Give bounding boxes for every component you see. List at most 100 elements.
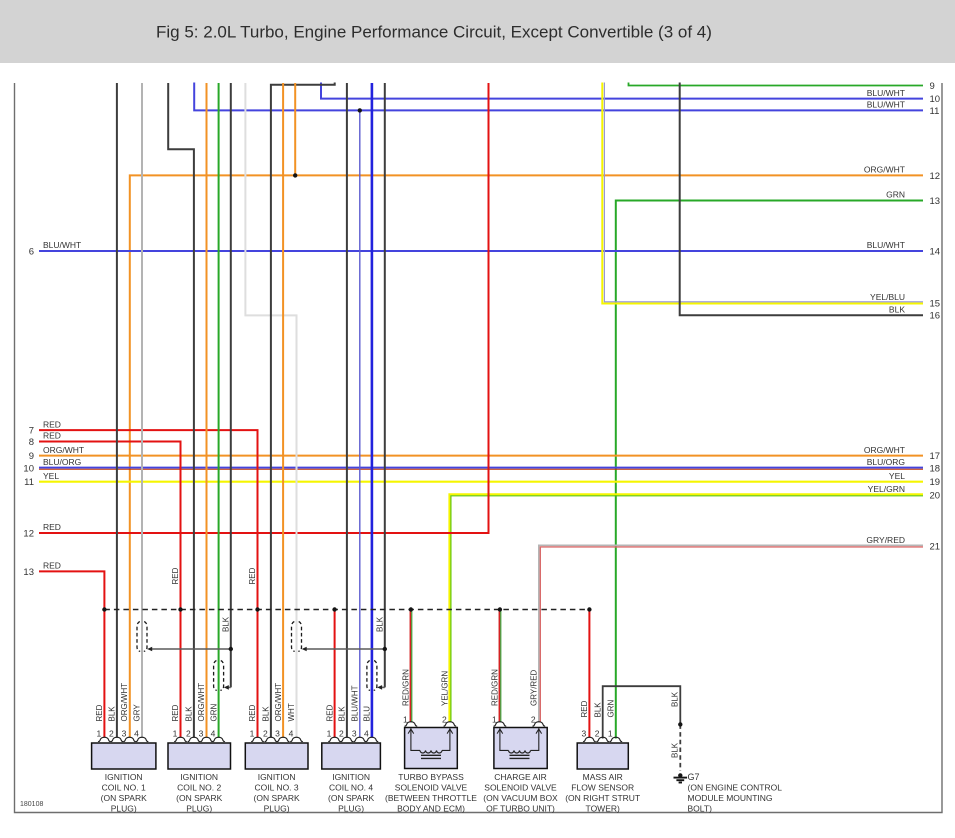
svg-text:8: 8: [29, 437, 34, 448]
svg-text:11: 11: [930, 106, 940, 117]
svg-text:FLOW SENSOR: FLOW SENSOR: [571, 783, 634, 793]
svg-text:GRY: GRY: [133, 704, 142, 722]
svg-text:3: 3: [352, 729, 357, 739]
svg-text:180108: 180108: [20, 801, 43, 808]
svg-text:GRN: GRN: [607, 700, 616, 718]
svg-text:2: 2: [186, 729, 191, 739]
svg-text:2: 2: [595, 729, 600, 739]
svg-text:(ON SPARK: (ON SPARK: [101, 793, 147, 803]
svg-text:OF TURBO UNIT): OF TURBO UNIT): [486, 803, 555, 813]
svg-text:ORG/WHT: ORG/WHT: [864, 165, 905, 175]
svg-text:PLUG): PLUG): [186, 803, 212, 813]
svg-text:1: 1: [403, 715, 408, 725]
svg-text:2: 2: [531, 715, 536, 725]
svg-text:BLK: BLK: [221, 616, 230, 632]
svg-text:YEL/GRN: YEL/GRN: [441, 671, 450, 706]
svg-text:SOLENOID VALVE: SOLENOID VALVE: [395, 783, 468, 793]
svg-text:BLK: BLK: [185, 706, 194, 722]
svg-text:IGNITION: IGNITION: [180, 772, 218, 782]
svg-text:BLU/ORG: BLU/ORG: [43, 457, 81, 467]
svg-text:BLU/WHT: BLU/WHT: [867, 100, 905, 110]
svg-text:20: 20: [930, 490, 941, 501]
svg-text:3: 3: [275, 729, 280, 739]
svg-text:RED: RED: [248, 704, 257, 721]
svg-text:RED: RED: [171, 704, 180, 721]
svg-text:IGNITION: IGNITION: [105, 772, 143, 782]
svg-text:(ON RIGHT STRUT: (ON RIGHT STRUT: [565, 793, 640, 803]
svg-text:17: 17: [930, 451, 941, 462]
svg-text:BOLT): BOLT): [688, 803, 713, 813]
svg-text:YEL: YEL: [43, 471, 59, 481]
svg-text:ORG/WHT: ORG/WHT: [197, 683, 206, 722]
svg-text:2: 2: [263, 729, 268, 739]
svg-text:RED/GRN: RED/GRN: [402, 669, 411, 706]
svg-text:BODY AND ECM): BODY AND ECM): [397, 803, 465, 813]
svg-text:4: 4: [134, 729, 139, 739]
svg-text:ORG/WHT: ORG/WHT: [864, 445, 905, 455]
svg-text:12: 12: [930, 171, 941, 182]
svg-text:BLK: BLK: [262, 706, 271, 722]
svg-text:ORG/WHT: ORG/WHT: [120, 683, 129, 722]
svg-text:1: 1: [608, 729, 613, 739]
svg-text:COIL NO. 4: COIL NO. 4: [329, 783, 373, 793]
svg-text:10: 10: [930, 94, 941, 105]
svg-text:13: 13: [23, 567, 34, 578]
svg-text:RED: RED: [580, 700, 589, 717]
svg-text:BLU/ORG: BLU/ORG: [867, 457, 905, 467]
svg-text:4: 4: [211, 729, 216, 739]
svg-text:3: 3: [122, 729, 127, 739]
svg-text:(ON SPARK: (ON SPARK: [328, 793, 374, 803]
svg-text:BLK: BLK: [671, 742, 680, 758]
svg-text:GRY/RED: GRY/RED: [866, 535, 905, 545]
svg-text:BLU/WHT: BLU/WHT: [867, 88, 905, 98]
svg-text:RED: RED: [95, 704, 104, 721]
svg-text:RED/GRN: RED/GRN: [491, 669, 500, 706]
svg-text:21: 21: [930, 541, 941, 552]
svg-text:RED: RED: [43, 431, 61, 441]
svg-text:SOLENOID VALVE: SOLENOID VALVE: [484, 783, 557, 793]
svg-text:1: 1: [173, 729, 178, 739]
svg-text:BLU/WHT: BLU/WHT: [43, 240, 81, 250]
svg-text:ORG/WHT: ORG/WHT: [43, 445, 84, 455]
svg-text:BLK: BLK: [593, 702, 602, 718]
svg-text:16: 16: [930, 311, 941, 322]
svg-text:13: 13: [930, 196, 941, 207]
svg-text:RED: RED: [43, 561, 61, 571]
svg-text:RED: RED: [248, 567, 257, 584]
svg-text:RED: RED: [171, 567, 180, 584]
svg-text:1: 1: [492, 715, 497, 725]
svg-text:(ON ENGINE CONTROL: (ON ENGINE CONTROL: [688, 783, 783, 793]
svg-text:4: 4: [289, 729, 294, 739]
svg-text:ORG/WHT: ORG/WHT: [274, 683, 283, 722]
svg-text:RED: RED: [43, 522, 61, 532]
svg-text:BLK: BLK: [889, 305, 905, 315]
svg-text:TURBO BYPASS: TURBO BYPASS: [398, 772, 464, 782]
svg-text:3: 3: [199, 729, 204, 739]
svg-text:BLK: BLK: [338, 706, 347, 722]
svg-text:BLK: BLK: [108, 706, 117, 722]
svg-text:TOWER): TOWER): [586, 803, 620, 813]
svg-text:PLUG): PLUG): [111, 803, 137, 813]
svg-text:YEL/GRN: YEL/GRN: [868, 484, 905, 494]
svg-text:RED: RED: [43, 419, 61, 429]
svg-text:GRN: GRN: [209, 704, 218, 722]
svg-text:4: 4: [364, 729, 369, 739]
svg-text:IGNITION: IGNITION: [332, 772, 370, 782]
svg-text:2: 2: [442, 715, 447, 725]
svg-text:BLK: BLK: [671, 691, 680, 707]
svg-text:15: 15: [930, 298, 941, 309]
svg-text:2: 2: [339, 729, 344, 739]
svg-text:YEL: YEL: [889, 471, 905, 481]
svg-text:PLUG): PLUG): [338, 803, 364, 813]
svg-text:2: 2: [109, 729, 114, 739]
svg-text:(ON VACUUM BOX: (ON VACUUM BOX: [483, 793, 558, 803]
svg-text:1: 1: [96, 729, 101, 739]
svg-text:(ON SPARK: (ON SPARK: [254, 793, 300, 803]
svg-text:GRN: GRN: [886, 190, 905, 200]
svg-text:14: 14: [930, 246, 941, 257]
svg-text:CHARGE AIR: CHARGE AIR: [494, 772, 546, 782]
svg-text:BLU: BLU: [363, 706, 372, 722]
svg-text:Fig 5: 2.0L Turbo, Engine Perf: Fig 5: 2.0L Turbo, Engine Performance Ci…: [156, 23, 712, 42]
svg-text:COIL NO. 1: COIL NO. 1: [102, 783, 146, 793]
svg-text:MODULE MOUNTING: MODULE MOUNTING: [688, 793, 773, 803]
